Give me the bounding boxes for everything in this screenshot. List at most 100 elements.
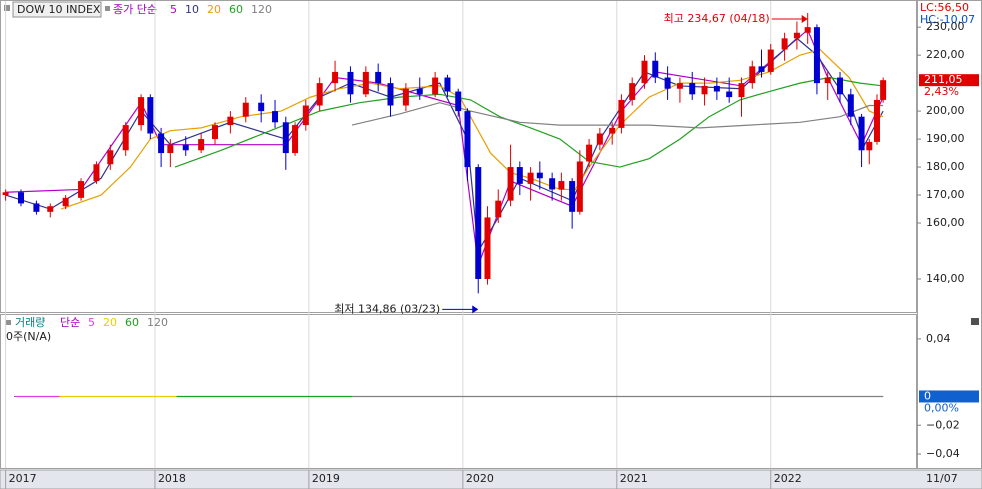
candle-body xyxy=(629,83,636,100)
legend-entry: 5 xyxy=(88,316,95,329)
candle-body xyxy=(781,38,788,50)
legend-entry: 10 xyxy=(185,3,199,16)
legend-entry: 60 xyxy=(229,3,243,16)
legend-label: 단순 xyxy=(60,316,80,329)
candle-body xyxy=(242,102,249,117)
candle-body xyxy=(507,167,514,201)
legend-label: 종가 단순 xyxy=(113,3,157,16)
candle-body xyxy=(62,197,69,207)
candle-body xyxy=(444,77,451,92)
price-label: 211,05 xyxy=(924,73,963,86)
change-label: 2,43% xyxy=(924,85,959,98)
candle-body xyxy=(664,77,671,89)
candle-body xyxy=(527,172,534,184)
arrow-head xyxy=(472,305,479,314)
candle-body xyxy=(402,88,409,106)
legend-entry: 20 xyxy=(103,316,117,329)
y-tick-label: 170,00 xyxy=(926,188,965,201)
candle-body xyxy=(596,133,603,145)
candle-body xyxy=(676,83,683,89)
ma-line xyxy=(351,102,884,129)
volume-panel xyxy=(0,314,917,469)
candle-body xyxy=(18,192,25,204)
candle-body xyxy=(122,125,129,151)
candle-body xyxy=(749,66,756,84)
candle-body xyxy=(198,139,205,151)
candle-body xyxy=(167,144,174,154)
candle-body xyxy=(475,167,482,279)
candle-body xyxy=(455,91,462,112)
lc: LC:56,50 xyxy=(920,1,969,14)
x-tick-label: 2021 xyxy=(620,472,648,485)
x-tick-label: 2018 xyxy=(158,472,186,485)
candle-body xyxy=(880,80,887,100)
candle-body xyxy=(609,127,616,134)
candle-body xyxy=(362,71,369,95)
annotation: 최고 234,67 (04/18) xyxy=(664,12,770,25)
candle-body xyxy=(569,181,576,212)
y-tick-label: 140,00 xyxy=(926,272,965,285)
candle-body xyxy=(813,27,820,84)
candle-body xyxy=(292,125,299,154)
candle-body xyxy=(302,105,309,126)
close-button[interactable] xyxy=(971,318,979,325)
candle-body xyxy=(858,116,865,151)
y-tick-label: −0,02 xyxy=(926,418,960,431)
price-box xyxy=(919,74,979,87)
candle-body xyxy=(432,77,439,95)
value-box xyxy=(919,390,979,403)
annotation: 최저 134,86 (03/23) xyxy=(334,302,440,315)
x-tick-label: 2017 xyxy=(9,472,37,485)
candle-body xyxy=(78,181,85,198)
candle-body xyxy=(332,71,339,84)
candle-body xyxy=(138,97,145,126)
candle-body xyxy=(182,144,189,151)
legend-entry: 120 xyxy=(147,316,168,329)
arrow-head xyxy=(801,15,808,23)
candle-body xyxy=(347,71,354,95)
candle-body xyxy=(866,141,873,151)
candle-body xyxy=(558,181,565,190)
candle-body xyxy=(282,122,289,154)
icon xyxy=(6,320,11,325)
candle-body xyxy=(576,161,583,212)
ma-line xyxy=(174,76,884,168)
candle-body xyxy=(495,200,502,218)
x-tick-label: 2019 xyxy=(312,472,340,485)
candle-body xyxy=(484,217,491,279)
candle-body xyxy=(47,206,54,212)
candle-body xyxy=(316,83,323,106)
x-axis-strip xyxy=(0,469,982,489)
candle-body xyxy=(873,99,880,142)
legend-entry: 20 xyxy=(207,3,221,16)
y-tick-label: 220,00 xyxy=(926,48,965,61)
candle-body xyxy=(804,27,811,33)
candle-body xyxy=(586,144,593,162)
legend-entry: 120 xyxy=(251,3,272,16)
candle-body xyxy=(767,49,774,72)
value-label: 0 xyxy=(924,389,931,402)
y-tick-label: −0,04 xyxy=(926,447,960,460)
icon xyxy=(105,6,110,11)
y-tick-label: 230,00 xyxy=(926,20,965,33)
hc: HC:-10,07 xyxy=(920,13,975,26)
date-label: 11/07 xyxy=(926,472,958,485)
x-tick-label: 2022 xyxy=(774,472,802,485)
y-tick-label: 180,00 xyxy=(926,160,965,173)
candle-body xyxy=(758,66,765,72)
candle-body xyxy=(549,178,556,190)
status: 0주(N/A) xyxy=(6,330,51,343)
candle-body xyxy=(726,91,733,98)
y-tick-label: 190,00 xyxy=(926,132,965,145)
candle-body xyxy=(211,125,218,140)
candle-body xyxy=(272,111,279,123)
candle-body xyxy=(107,150,114,165)
candle-body xyxy=(793,32,800,39)
icon xyxy=(4,5,10,11)
candle-body xyxy=(33,203,40,212)
legend-label: 거래량 xyxy=(15,316,45,329)
candle-body xyxy=(516,167,523,184)
candle-body xyxy=(2,192,9,196)
change-label: 0,00% xyxy=(924,401,959,414)
candle-body xyxy=(147,97,154,134)
